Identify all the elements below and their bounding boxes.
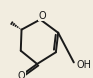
Text: O: O <box>18 71 25 78</box>
Text: OH: OH <box>76 60 91 70</box>
Text: O: O <box>39 11 46 21</box>
